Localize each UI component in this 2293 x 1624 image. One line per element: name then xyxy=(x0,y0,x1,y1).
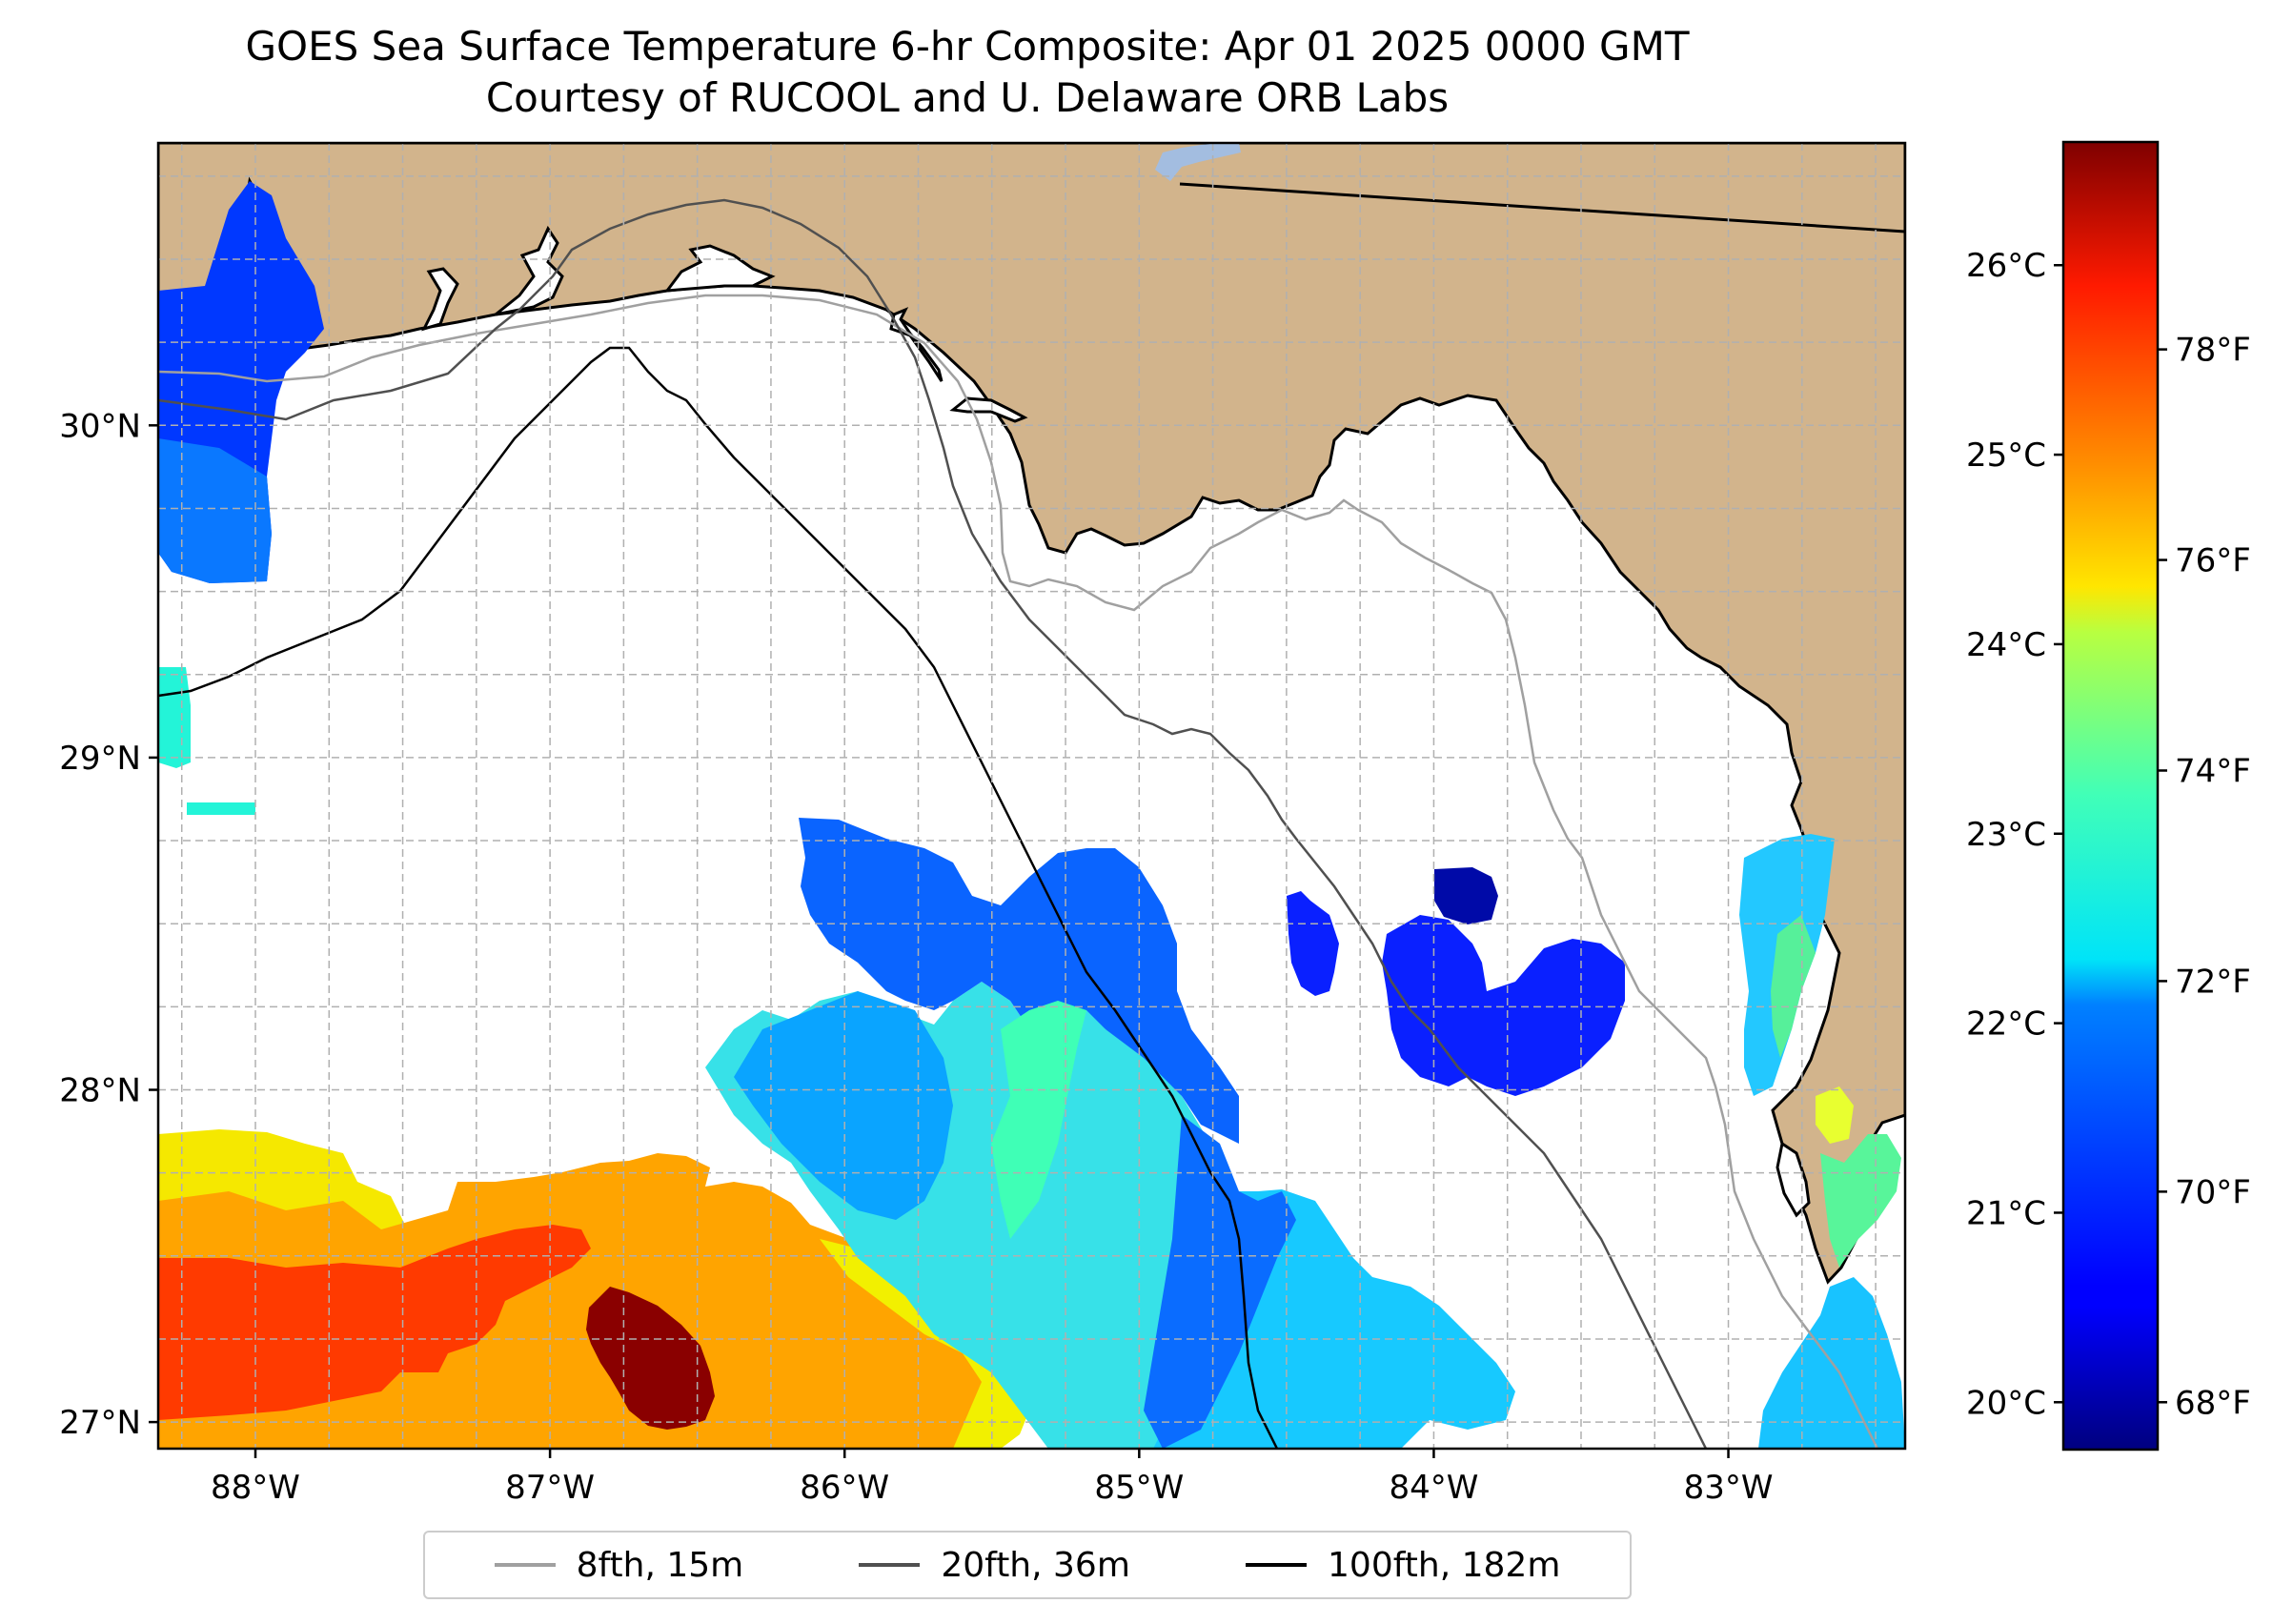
colorbar-celsius-label: 21°C xyxy=(1966,1194,2046,1232)
lat-tick-label: 28°N xyxy=(59,1072,141,1110)
sst-patch-central-green xyxy=(991,1001,1086,1239)
lat-tick-label: 30°N xyxy=(59,407,141,445)
colorbar-fahrenheit-label: 68°F xyxy=(2175,1384,2251,1422)
lon-tick-label: 86°W xyxy=(800,1469,889,1507)
colorbar-celsius-label: 26°C xyxy=(1966,247,2046,285)
isobath-100fth-182m xyxy=(158,346,1279,1449)
longitude-axis: 88°W 87°W 86°W 85°W 84°W 83°W xyxy=(211,1449,1773,1507)
sst-patch-warm-red xyxy=(158,1225,591,1420)
isobath-8fth-15m xyxy=(158,294,1879,1449)
bay-pensacola xyxy=(421,267,459,332)
colorbar-celsius-label: 25°C xyxy=(1966,436,2046,475)
lat-tick-label: 29°N xyxy=(59,740,141,778)
legend-label-8fth: 8fth, 15m xyxy=(576,1545,744,1585)
sst-patch-bigbend-main xyxy=(1382,915,1625,1096)
lon-tick-label: 87°W xyxy=(505,1469,595,1507)
legend-entry-20fth: 20fth, 36m xyxy=(859,1546,1130,1585)
legend-entry-8fth: 8fth, 15m xyxy=(494,1545,744,1585)
colorbar-celsius-label: 22°C xyxy=(1966,1005,2046,1044)
colorbar-celsius-label: 24°C xyxy=(1966,626,2046,664)
sst-patch-warm-darkred xyxy=(586,1287,715,1430)
lon-tick-label: 84°W xyxy=(1389,1469,1478,1507)
sst-patch-central-lightblue xyxy=(734,991,953,1220)
sst-patch-tampa-green xyxy=(1820,1134,1901,1268)
colorbar-fahrenheit-label: 76°F xyxy=(2175,542,2251,580)
sst-patch-yellow-band xyxy=(820,1239,1034,1449)
map-area xyxy=(158,143,1905,1449)
legend-line-8fth xyxy=(494,1563,556,1567)
lake-seminole xyxy=(1155,143,1241,181)
colorbar-fahrenheit-label: 74°F xyxy=(2175,752,2251,790)
isobath-20fth-36m xyxy=(158,198,1708,1449)
legend-label-100fth: 100fth, 182m xyxy=(1328,1545,1561,1585)
colorbar-fahrenheit-label: 78°F xyxy=(2175,332,2251,370)
title-line-1: GOES Sea Surface Temperature 6-hr Compos… xyxy=(245,23,1690,70)
bay-st-joseph xyxy=(949,396,1028,423)
lon-tick-label: 85°W xyxy=(1094,1469,1184,1507)
gridlines xyxy=(158,143,1905,1449)
legend-line-100fth xyxy=(1246,1563,1308,1567)
sst-patch-west-cyan-small xyxy=(187,802,255,815)
colorbar-fahrenheit-axis: 68°F 70°F 72°F 74°F 76°F 78°F xyxy=(2158,332,2251,1422)
colorbar-fahrenheit-label: 70°F xyxy=(2175,1173,2251,1211)
legend-entry-100fth: 100fth, 182m xyxy=(1246,1546,1560,1585)
colorbar-celsius-label: 23°C xyxy=(1966,816,2046,854)
state-border-line xyxy=(1179,182,1905,233)
bay-apalachicola xyxy=(889,307,944,382)
chart-title: GOES Sea Surface Temperature 6-hr Compos… xyxy=(0,21,1935,124)
legend-label-20fth: 20fth, 36m xyxy=(941,1545,1130,1585)
colorbar-fahrenheit-label: 72°F xyxy=(2175,963,2251,1001)
title-line-2: Courtesy of RUCOOL and U. Delaware ORB L… xyxy=(485,74,1450,121)
lon-tick-label: 83°W xyxy=(1684,1469,1774,1507)
bay-st-andrews xyxy=(663,244,776,293)
sst-patch-west-cyan xyxy=(158,667,191,768)
sst-patch-bigbend-west xyxy=(1287,891,1339,996)
sst-data xyxy=(158,181,1905,1449)
sst-patch-east-coast-green xyxy=(1771,915,1816,1058)
latitude-axis: 27°N 28°N 29°N 30°N xyxy=(59,407,158,1442)
lon-tick-label: 88°W xyxy=(211,1469,300,1507)
sst-patch-south-blue xyxy=(1144,1115,1296,1449)
colorbar-celsius-axis: 20°C 21°C 22°C 23°C 24°C 25°C 26°C xyxy=(1966,247,2063,1422)
legend-line-20fth xyxy=(859,1563,921,1567)
map-frame xyxy=(156,141,1907,1451)
isobaths xyxy=(158,198,1879,1449)
colorbar xyxy=(2061,140,2160,1451)
isobath-legend: 8fth, 15m 20fth, 36m 100fth, 182m xyxy=(423,1531,1632,1599)
sst-patch-bigbend-darkest xyxy=(1434,867,1498,924)
lat-tick-label: 27°N xyxy=(59,1404,141,1442)
sst-patch-central-blue xyxy=(799,818,1239,1144)
colorbar-celsius-label: 20°C xyxy=(1966,1384,2046,1422)
sst-patch-tampa-yellow xyxy=(1816,1086,1854,1144)
sst-patch-mobile-bay-south xyxy=(158,438,272,583)
